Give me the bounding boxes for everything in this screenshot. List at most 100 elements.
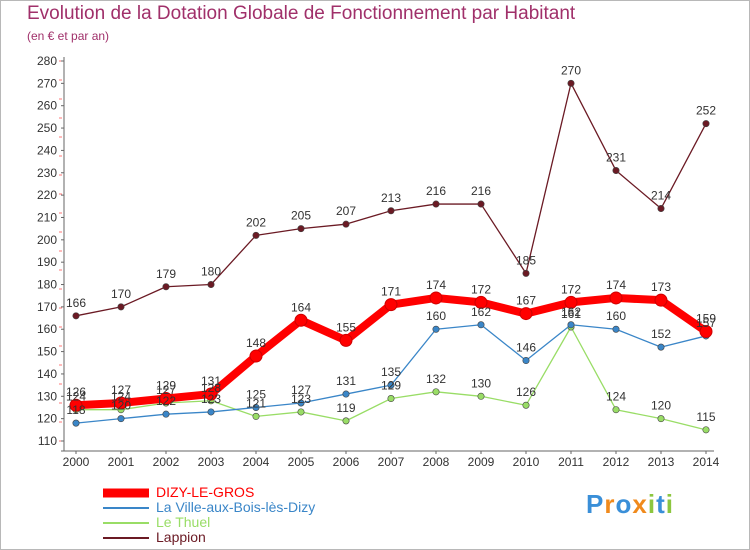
data-point [474, 295, 488, 309]
chart-subtitle: (en € et par an) [27, 29, 110, 43]
data-point [477, 321, 485, 329]
data-point [72, 419, 80, 427]
logo-letter: o [615, 489, 633, 519]
data-point [699, 324, 713, 338]
y-tick-label: 210 [37, 210, 57, 224]
y-tick-label: 160 [37, 322, 57, 336]
data-label: 231 [606, 151, 626, 165]
y-tick-label: 230 [37, 166, 57, 180]
data-point [207, 408, 215, 416]
data-label: 129 [156, 379, 176, 393]
data-label: 121 [246, 396, 266, 410]
data-point [72, 312, 80, 320]
data-point [564, 295, 578, 309]
data-point [522, 269, 530, 277]
data-label: 115 [696, 410, 715, 424]
y-tick-label: 110 [38, 434, 57, 448]
data-point [204, 387, 218, 401]
y-tick-label: 140 [37, 367, 57, 381]
data-point [117, 303, 125, 311]
logo-letter: i [647, 489, 657, 519]
data-label: 160 [606, 309, 626, 323]
data-point [162, 410, 170, 418]
data-point [297, 399, 305, 407]
data-point [252, 231, 260, 239]
data-point [657, 205, 665, 213]
data-point [567, 321, 575, 329]
data-point [612, 167, 620, 175]
x-tick-label: 2001 [108, 455, 135, 469]
data-point [702, 426, 710, 434]
data-label: 122 [156, 394, 176, 408]
x-tick-label: 2013 [648, 455, 675, 469]
data-label: 173 [651, 280, 671, 294]
y-tick-label: 150 [37, 345, 57, 359]
data-label: 172 [561, 282, 581, 296]
y-tick-label: 170 [37, 300, 57, 314]
data-point [429, 291, 443, 305]
logo-letter: i [665, 489, 674, 519]
data-point [162, 283, 170, 291]
x-tick-label: 2002 [153, 455, 180, 469]
data-label: 123 [291, 392, 311, 406]
y-tick-label: 180 [37, 278, 57, 292]
data-point [294, 313, 308, 327]
data-label: 162 [471, 305, 491, 319]
y-tick-label: 120 [37, 412, 57, 426]
data-label: 118 [66, 403, 85, 417]
legend-label-2: Le Thuel [156, 514, 211, 530]
proxiti-logo: Proxiti [586, 489, 674, 520]
data-point [384, 298, 398, 312]
data-label: 171 [381, 285, 401, 299]
data-point [114, 396, 128, 410]
data-point [387, 381, 395, 389]
data-label: 159 [696, 311, 716, 325]
data-label: 205 [291, 209, 311, 223]
data-label: 166 [66, 296, 86, 310]
data-point [342, 417, 350, 425]
data-point [654, 293, 668, 307]
y-tick-label: 260 [37, 99, 57, 113]
data-label: 123 [201, 392, 221, 406]
data-point [657, 343, 665, 351]
x-tick-label: 2004 [243, 455, 270, 469]
data-label: 131 [336, 374, 356, 388]
x-tick-label: 2005 [288, 455, 315, 469]
data-label: 270 [561, 63, 581, 77]
data-label: 120 [651, 399, 671, 413]
data-point [342, 390, 350, 398]
data-label: 120 [111, 399, 131, 413]
x-tick-label: 2009 [468, 455, 495, 469]
data-point [252, 403, 260, 411]
data-point [567, 79, 575, 87]
data-point [522, 357, 530, 365]
data-label: 207 [336, 204, 356, 218]
data-point [432, 325, 440, 333]
data-label: 152 [651, 327, 671, 341]
data-label: 125 [246, 387, 266, 401]
data-label: 128 [201, 381, 221, 395]
x-tick-label: 2007 [378, 455, 405, 469]
data-point [522, 401, 530, 409]
data-point [207, 281, 215, 289]
logo-letter: x [632, 489, 648, 519]
y-tick-label: 280 [37, 54, 57, 68]
data-label: 161 [561, 307, 581, 321]
x-tick-label: 2003 [198, 455, 225, 469]
x-tick-label: 2011 [558, 455, 584, 469]
y-tick-label: 220 [37, 188, 57, 202]
data-label: 162 [561, 305, 581, 319]
data-label: 164 [291, 300, 311, 314]
data-point [432, 200, 440, 208]
data-point [477, 200, 485, 208]
chart-title: Evolution de la Dotation Globale de Fonc… [27, 3, 576, 24]
x-tick-label: 2014 [693, 455, 720, 469]
data-label: 216 [426, 184, 446, 198]
data-point [342, 220, 350, 228]
data-label: 213 [381, 191, 401, 205]
data-label: 127 [156, 383, 176, 397]
data-label: 130 [471, 376, 491, 390]
data-label: 216 [471, 184, 491, 198]
x-tick-label: 2000 [63, 455, 90, 469]
